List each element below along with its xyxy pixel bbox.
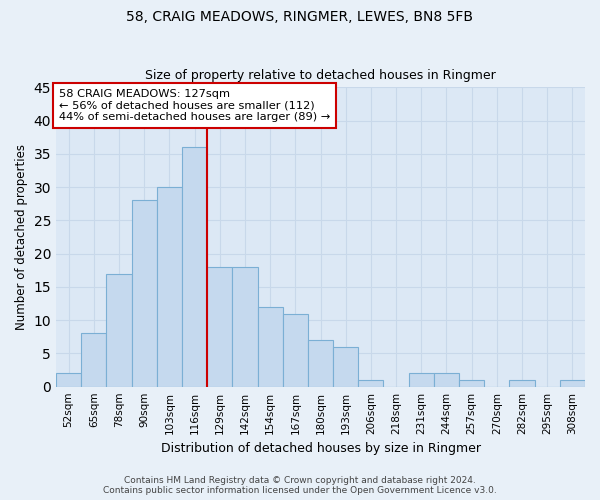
Bar (232, 267, 257, 386)
Bar (459, 380, 484, 386)
Text: Contains HM Land Registry data © Crown copyright and database right 2024.
Contai: Contains HM Land Registry data © Crown c… (103, 476, 497, 495)
Bar (131, 200, 157, 386)
Bar (333, 347, 358, 387)
Bar (81, 334, 106, 386)
Text: 58, CRAIG MEADOWS, RINGMER, LEWES, BN8 5FB: 58, CRAIG MEADOWS, RINGMER, LEWES, BN8 5… (127, 10, 473, 24)
Bar (106, 274, 131, 386)
Bar (207, 267, 232, 386)
X-axis label: Distribution of detached houses by size in Ringmer: Distribution of detached houses by size … (161, 442, 481, 455)
Bar (434, 374, 459, 386)
Title: Size of property relative to detached houses in Ringmer: Size of property relative to detached ho… (145, 69, 496, 82)
Bar (358, 380, 383, 386)
Bar (56, 374, 81, 386)
Bar (308, 340, 333, 386)
Bar (257, 307, 283, 386)
Bar (157, 187, 182, 386)
Text: 58 CRAIG MEADOWS: 127sqm
← 56% of detached houses are smaller (112)
44% of semi-: 58 CRAIG MEADOWS: 127sqm ← 56% of detach… (59, 89, 330, 122)
Bar (509, 380, 535, 386)
Bar (560, 380, 585, 386)
Bar (409, 374, 434, 386)
Y-axis label: Number of detached properties: Number of detached properties (15, 144, 28, 330)
Bar (283, 314, 308, 386)
Bar (182, 147, 207, 386)
